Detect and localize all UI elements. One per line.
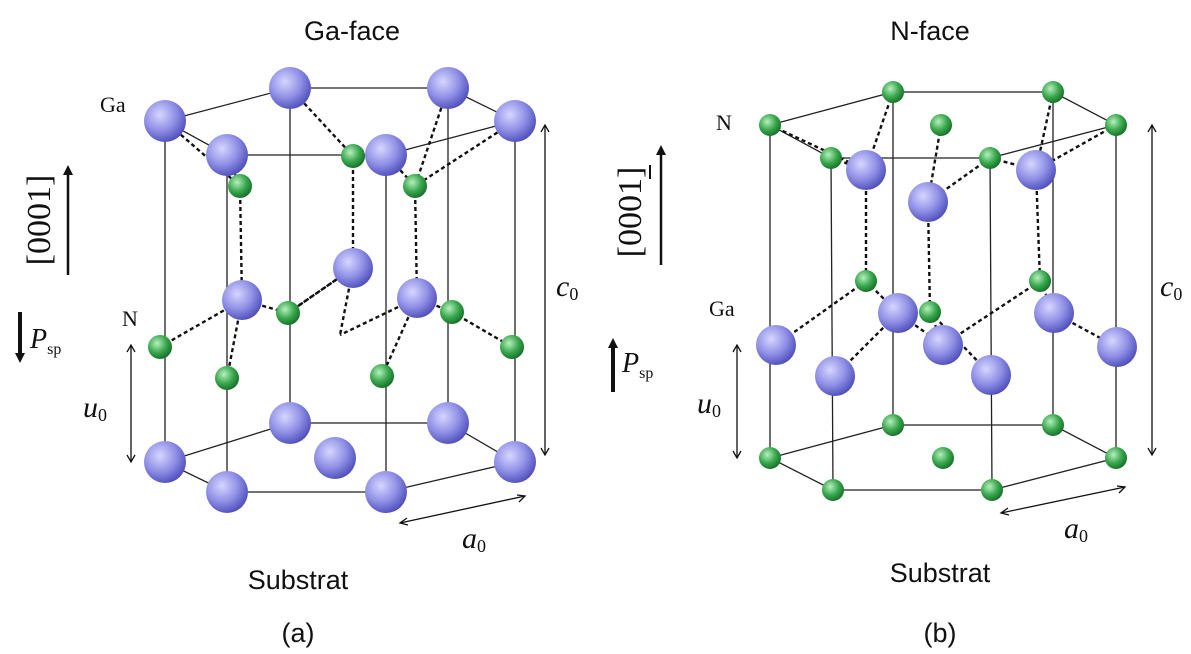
panel-a-a0: a0 [398, 494, 527, 556]
panel-a-polarization: Psp [15, 312, 61, 363]
ga-atom [144, 100, 186, 142]
ga-atom [923, 325, 963, 365]
panel-a-dotted-bonds [159, 87, 516, 379]
svg-text:Psp: Psp [29, 324, 61, 358]
panel-a-atoms [144, 67, 536, 513]
n-atom [855, 270, 877, 292]
panel-b-title: N-face [890, 16, 970, 46]
panel-b-polarization: Psp [608, 338, 653, 392]
ga-atom [427, 67, 469, 109]
svg-text:a0: a0 [462, 522, 486, 556]
ga-atom [314, 437, 356, 479]
panel-a-direction-label: 0001 [21, 186, 58, 254]
ga-atom [397, 278, 437, 318]
ga-atom [269, 402, 311, 444]
n-atom [1042, 81, 1064, 103]
n-atom [759, 447, 781, 469]
n-atom [215, 366, 239, 390]
ga-atom [206, 471, 248, 513]
panel-a-top-atom-label: Ga [100, 92, 126, 117]
n-atom [932, 447, 954, 469]
panel-b-c0: c0 [1147, 123, 1182, 457]
n-atom [1105, 447, 1127, 469]
ga-atom [815, 356, 855, 396]
ga-atom [971, 355, 1011, 395]
n-atom [930, 114, 952, 136]
panel-b-direction: [0001] [612, 145, 666, 265]
ga-atom [365, 471, 407, 513]
panel-b-substrate: Substrat [890, 558, 991, 588]
ga-atom [878, 293, 918, 333]
n-atom [882, 414, 904, 436]
ga-atom [494, 441, 536, 483]
panel-a: Ga-face [15, 16, 578, 648]
n-atom [1029, 270, 1051, 292]
n-atom [1042, 414, 1064, 436]
svg-text:u0: u0 [697, 387, 721, 421]
ga-atom [846, 150, 886, 190]
panel-b-u0: u0 [697, 343, 742, 460]
n-atom [148, 335, 172, 359]
panel-b-top-atom-label: N [716, 110, 732, 135]
svg-text:c0: c0 [556, 270, 578, 304]
panel-a-c0: c0 [540, 123, 578, 457]
panel-a-caption: (a) [282, 618, 315, 648]
panel-a-direction: [0001] [21, 165, 73, 275]
n-atom [822, 479, 844, 501]
n-atom [759, 114, 781, 136]
n-atom [979, 147, 1001, 169]
n-atom [1105, 114, 1127, 136]
ga-atom [908, 182, 948, 222]
n-atom [276, 301, 300, 325]
n-atom [820, 147, 842, 169]
n-atom [919, 301, 941, 323]
svg-text:Psp: Psp [621, 348, 653, 382]
ga-atom [1016, 150, 1056, 190]
panel-a-mid-atom-label: N [122, 306, 138, 331]
n-atom [370, 364, 394, 388]
n-atom [228, 174, 252, 198]
n-atom [882, 81, 904, 103]
ga-atom [222, 280, 262, 320]
svg-text:u0: u0 [83, 391, 107, 425]
svg-text:[0001]: [0001] [21, 175, 58, 266]
n-atom [403, 174, 427, 198]
panel-b-a0: a0 [999, 485, 1127, 546]
panel-b-mid-atom-label: Ga [709, 296, 735, 321]
ga-atom [1097, 327, 1137, 367]
panel-b-atoms [756, 81, 1137, 501]
ga-atom [144, 441, 186, 483]
n-atom [981, 479, 1003, 501]
svg-text:[0001]: [0001] [612, 167, 649, 258]
ga-atom [333, 248, 373, 288]
ga-atom [494, 100, 536, 142]
panel-b-direction-label: 0001 [612, 178, 649, 246]
svg-text:a0: a0 [1064, 512, 1088, 546]
n-atom [440, 300, 464, 324]
ga-atom [427, 402, 469, 444]
ga-atom [1034, 293, 1074, 333]
panel-b-caption: (b) [924, 618, 957, 648]
panel-a-title: Ga-face [304, 16, 400, 46]
panel-b: N-face [608, 16, 1182, 648]
ga-atom [756, 325, 796, 365]
panel-a-u0: u0 [83, 343, 136, 464]
n-atom [341, 144, 365, 168]
ga-atom [206, 134, 248, 176]
ga-atom [365, 134, 407, 176]
n-atom [500, 335, 524, 359]
panel-a-substrate: Substrat [248, 565, 349, 595]
ga-atom [269, 67, 311, 109]
panel-b-bonds [768, 91, 1118, 491]
svg-text:c0: c0 [1160, 270, 1182, 304]
